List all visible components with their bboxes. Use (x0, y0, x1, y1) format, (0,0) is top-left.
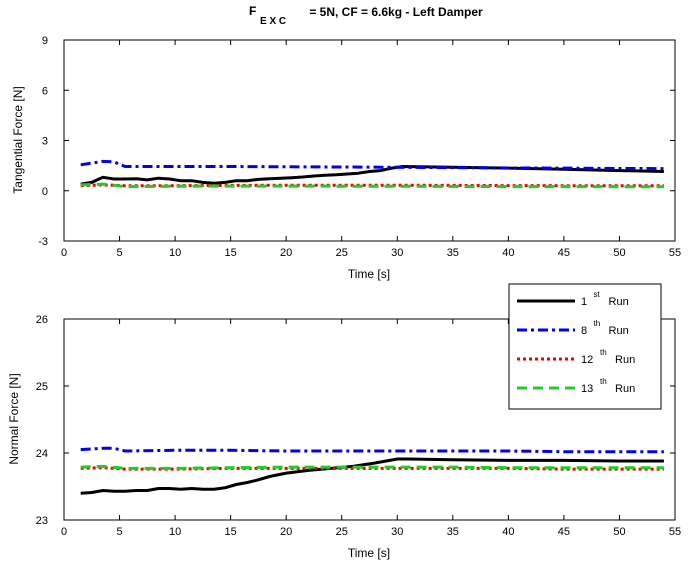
x-tick-label: 0 (61, 526, 67, 538)
x-tick-label: 20 (280, 526, 292, 538)
y-tick-label: 0 (42, 186, 48, 198)
series-group (80, 159, 664, 189)
x-tick-label: 20 (280, 247, 292, 259)
y-tick-label: 23 (36, 515, 48, 527)
chart-title: F E X C = 5N, CF = 6.6kg - Left Damper (249, 4, 483, 27)
x-tick-label: 5 (116, 526, 122, 538)
x-axis-label: Time [s] (348, 267, 390, 281)
legend-label: 12 (581, 354, 593, 366)
x-tick-label: 45 (558, 247, 570, 259)
x-tick-label: 30 (391, 247, 403, 259)
x-tick-label: 0 (61, 247, 67, 259)
x-tick-label: 25 (336, 526, 348, 538)
y-tick-label: -3 (38, 236, 48, 248)
plot-frame (63, 39, 676, 242)
legend-superscript: th (600, 377, 607, 386)
y-tick-label: 3 (42, 136, 48, 148)
y-tick-label: 25 (36, 381, 48, 393)
title-rest: = 5N, CF = 6.6kg - Left Damper (306, 5, 483, 19)
series-line-3 (80, 466, 664, 471)
x-tick-label: 15 (225, 526, 237, 538)
x-tick-label: 40 (502, 526, 514, 538)
legend-suffix: Run (612, 383, 635, 395)
x-tick-label: 15 (225, 247, 237, 259)
x-tick-label: 55 (669, 247, 681, 259)
x-axis-label: Time [s] (348, 546, 390, 560)
x-tick-label: 35 (447, 526, 459, 538)
y-axis-label: Normal Force [N] (7, 373, 21, 464)
legend-superscript: th (600, 348, 607, 357)
y-tick-label: 6 (42, 85, 48, 97)
legend-suffix: Run (606, 296, 629, 308)
legend-label: 8 (581, 325, 587, 337)
x-tick-label: 10 (169, 247, 181, 259)
y-axis-label: Tangential Force [N] (11, 86, 25, 193)
x-tick-label: 25 (336, 247, 348, 259)
legend-suffix: Run (606, 325, 629, 337)
y-tick-label: 26 (36, 314, 48, 326)
x-tick-label: 50 (613, 247, 625, 259)
series-line-4 (80, 182, 664, 189)
x-tick-label: 5 (116, 247, 122, 259)
series-line-4 (80, 464, 664, 470)
legend-suffix: Run (612, 354, 635, 366)
x-tick-label: 40 (502, 247, 514, 259)
title-subscript: E X C (260, 16, 286, 27)
x-tick-label: 10 (169, 526, 181, 538)
series-group (80, 446, 664, 495)
series-line-1 (80, 457, 664, 495)
x-tick-label: 35 (447, 247, 459, 259)
series-line-3 (80, 183, 664, 188)
legend-label: 13 (581, 383, 593, 395)
x-tick-label: 50 (613, 526, 625, 538)
title-main: F (249, 4, 256, 18)
legend-superscript: st (594, 290, 601, 299)
legend-superscript: th (594, 319, 601, 328)
series-line-2 (80, 446, 664, 454)
x-tick-label: 30 (391, 526, 403, 538)
y-tick-label: 9 (42, 35, 48, 47)
x-tick-label: 55 (669, 526, 681, 538)
axis-ticks: 0 5 10 15 20 25 30 35 40 45 50 55 23 24 25 26 (36, 314, 681, 538)
tangential-force-plot: 0 5 10 15 20 25 30 35 40 45 50 55 -3 0 3 6 9 Time [s] Ta… (11, 35, 681, 281)
x-tick-label: 45 (558, 526, 570, 538)
series-line-2 (80, 159, 664, 171)
axis-ticks: 0 5 10 15 20 25 30 35 40 45 50 55 -3 0 3 6 9 (38, 35, 681, 259)
legend-label: 1 (581, 296, 587, 308)
legend: 1 st Run 8 th Run 12 th Run 13 th Run (508, 283, 662, 410)
y-tick-label: 24 (36, 448, 48, 460)
